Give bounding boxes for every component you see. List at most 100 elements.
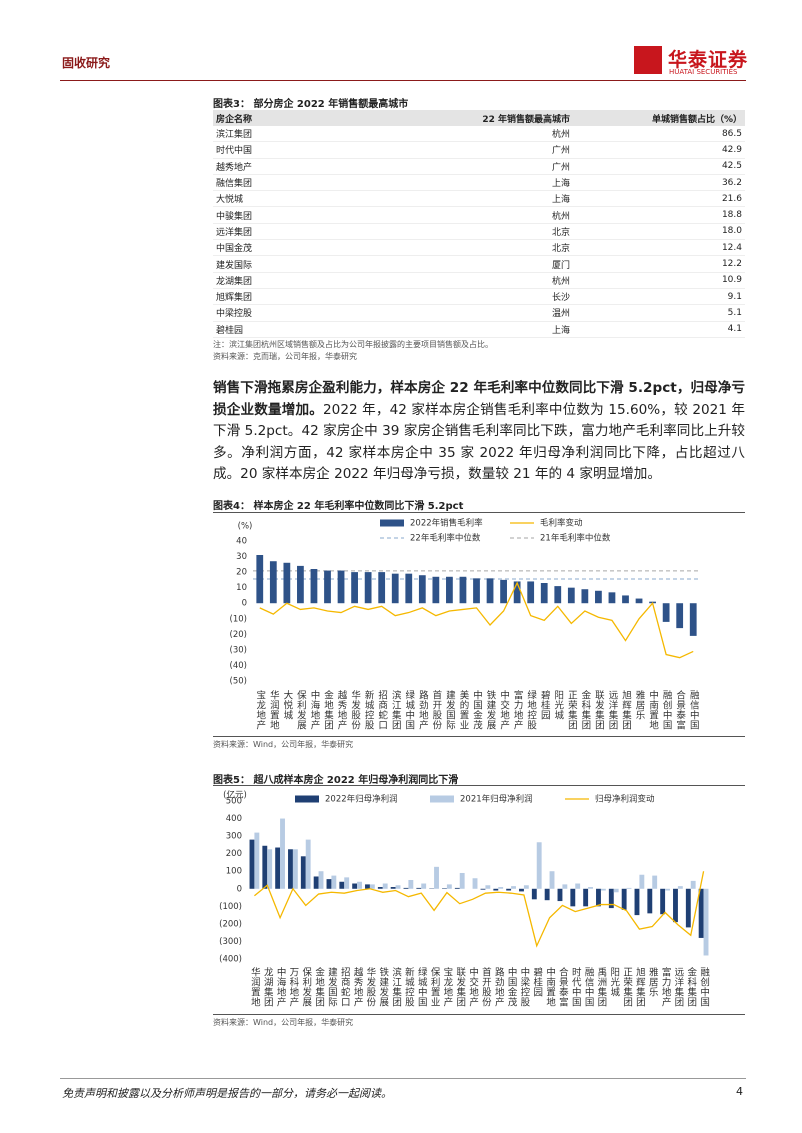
- bar: [256, 555, 264, 604]
- x-tick-label: 阳光城: [608, 967, 620, 997]
- table-cell: 大悦城: [213, 190, 463, 208]
- bar: [626, 887, 632, 889]
- x-tick-label: 华润置地: [268, 689, 280, 730]
- table-cell: 建发国际: [213, 255, 463, 273]
- bar: [300, 856, 306, 889]
- bar: [583, 888, 589, 907]
- y-tick-label: (40): [230, 661, 247, 671]
- y-tick-label: 0: [237, 884, 242, 894]
- x-tick-label: 华润置地: [249, 966, 261, 1007]
- x-tick-label: 合景泰富: [674, 689, 686, 730]
- bar: [331, 875, 337, 889]
- bar: [600, 888, 606, 891]
- x-tick-label: 首开股份: [430, 689, 442, 730]
- x-tick-label: 越秀地产: [336, 689, 348, 730]
- table-cell: 融信集团: [213, 174, 463, 192]
- bar: [369, 884, 375, 889]
- x-tick-label: 华发股份: [349, 689, 361, 730]
- bar: [511, 886, 516, 889]
- table-row: 中国金茂 北京 12.4: [213, 239, 745, 257]
- x-tick-label: 中南置地: [544, 966, 556, 1007]
- x-tick-label: 滨江集团: [390, 966, 402, 1007]
- table-cell: 12.2: [578, 255, 745, 273]
- bar: [434, 866, 439, 889]
- x-tick-label: 万科地产: [287, 967, 299, 1007]
- bar: [249, 839, 255, 889]
- x-tick-label: 招商蛇口: [376, 689, 388, 730]
- legend-label: 2022年销售毛利率: [410, 518, 483, 529]
- bar: [485, 885, 491, 889]
- bar: [254, 832, 260, 889]
- x-tick-label: 富力地产: [512, 689, 524, 730]
- bar: [639, 874, 645, 889]
- table-row: 远洋集团 北京 18.0: [213, 223, 745, 241]
- bar: [418, 575, 426, 604]
- chart-source: 资料来源：Wind，公司年报，华泰研究: [213, 1018, 354, 1027]
- table-cell: 广州: [463, 141, 578, 159]
- bar: [326, 879, 332, 889]
- x-tick-label: 新城控股: [363, 689, 375, 730]
- table-cell: 长沙: [463, 288, 578, 306]
- x-tick-label: 碧桂园: [531, 966, 543, 997]
- bar: [405, 573, 413, 604]
- column-header: 单城销售额占比（%）: [578, 110, 745, 126]
- bar: [676, 603, 684, 629]
- bar: [519, 888, 524, 892]
- x-tick-label: 联发集团: [454, 967, 466, 1007]
- x-tick-label: 铁建发展: [485, 689, 497, 730]
- table-cell: 杭州: [463, 272, 578, 289]
- bar: [554, 586, 562, 604]
- x-tick-label: 中梁控股: [518, 966, 530, 1007]
- y-tick-label: (200): [219, 919, 242, 929]
- legend-label: 归母净利润变动: [595, 794, 655, 805]
- legend-label: 21年毛利率中位数: [540, 533, 611, 544]
- x-tick-label: 金科集团: [579, 689, 591, 730]
- table-cell: 36.2: [578, 174, 745, 192]
- y-tick-label: 200: [226, 849, 242, 859]
- y-tick-label: 10: [236, 583, 247, 593]
- bar: [575, 883, 581, 889]
- bar: [613, 888, 619, 893]
- x-tick-label: 首开股份: [480, 966, 492, 1007]
- y-tick-label: (20): [230, 630, 247, 640]
- bar: [486, 578, 494, 604]
- x-tick-label: 绿城中国: [416, 966, 428, 1007]
- legend-label: 2021年归母净利润: [460, 794, 533, 805]
- x-tick-label: 保利发展: [300, 966, 312, 1007]
- bar: [513, 581, 521, 604]
- bar: [421, 883, 427, 889]
- bar: [673, 888, 678, 923]
- bar: [459, 576, 467, 604]
- bar: [698, 888, 704, 938]
- x-tick-label: 建发国际: [444, 689, 456, 730]
- x-tick-label: 绿城中国: [403, 689, 415, 730]
- table: 房企名称 22 年销售额最高城市 单城销售额占比（%） 滨江集团 杭州 86.5 时代中国广…: [213, 110, 745, 338]
- x-tick-label: 中南置地: [647, 689, 659, 730]
- bar: [365, 884, 370, 889]
- legend-label: 2022年归母净利润: [325, 794, 398, 805]
- chart-frame: [213, 512, 745, 737]
- x-tick-label: 宝龙地产: [254, 689, 266, 730]
- bar: [621, 888, 627, 910]
- x-tick-label: 金地集团: [313, 966, 325, 1007]
- table-cell: 中骏集团: [213, 206, 463, 224]
- bar: [493, 888, 499, 891]
- y-tick-label: (400): [219, 955, 242, 965]
- table-cell: 旭辉集团: [213, 288, 463, 306]
- y-tick-label: 400: [226, 814, 242, 824]
- bar: [391, 573, 399, 604]
- x-tick-label: 新城控股: [403, 966, 415, 1007]
- bar: [390, 887, 396, 889]
- table-cell: 86.5: [578, 126, 745, 143]
- bar: [324, 570, 331, 604]
- bar: [498, 887, 504, 889]
- x-tick-label: 禹洲集团: [595, 966, 607, 1007]
- bar: [395, 885, 401, 889]
- chart: (%) (50) (40) (30) (20) (10) 0 10 20 30 40 宝龙地产 华润置地…: [230, 518, 700, 730]
- logo-subtext: HUATAI SECURITIES: [669, 68, 738, 76]
- bar: [472, 878, 478, 889]
- table-cell: 温州: [463, 304, 578, 322]
- table-cell: 龙湖集团: [213, 272, 463, 289]
- x-tick-label: 雅居乐: [634, 689, 646, 720]
- x-tick-label: 旭辉集团: [634, 966, 646, 1007]
